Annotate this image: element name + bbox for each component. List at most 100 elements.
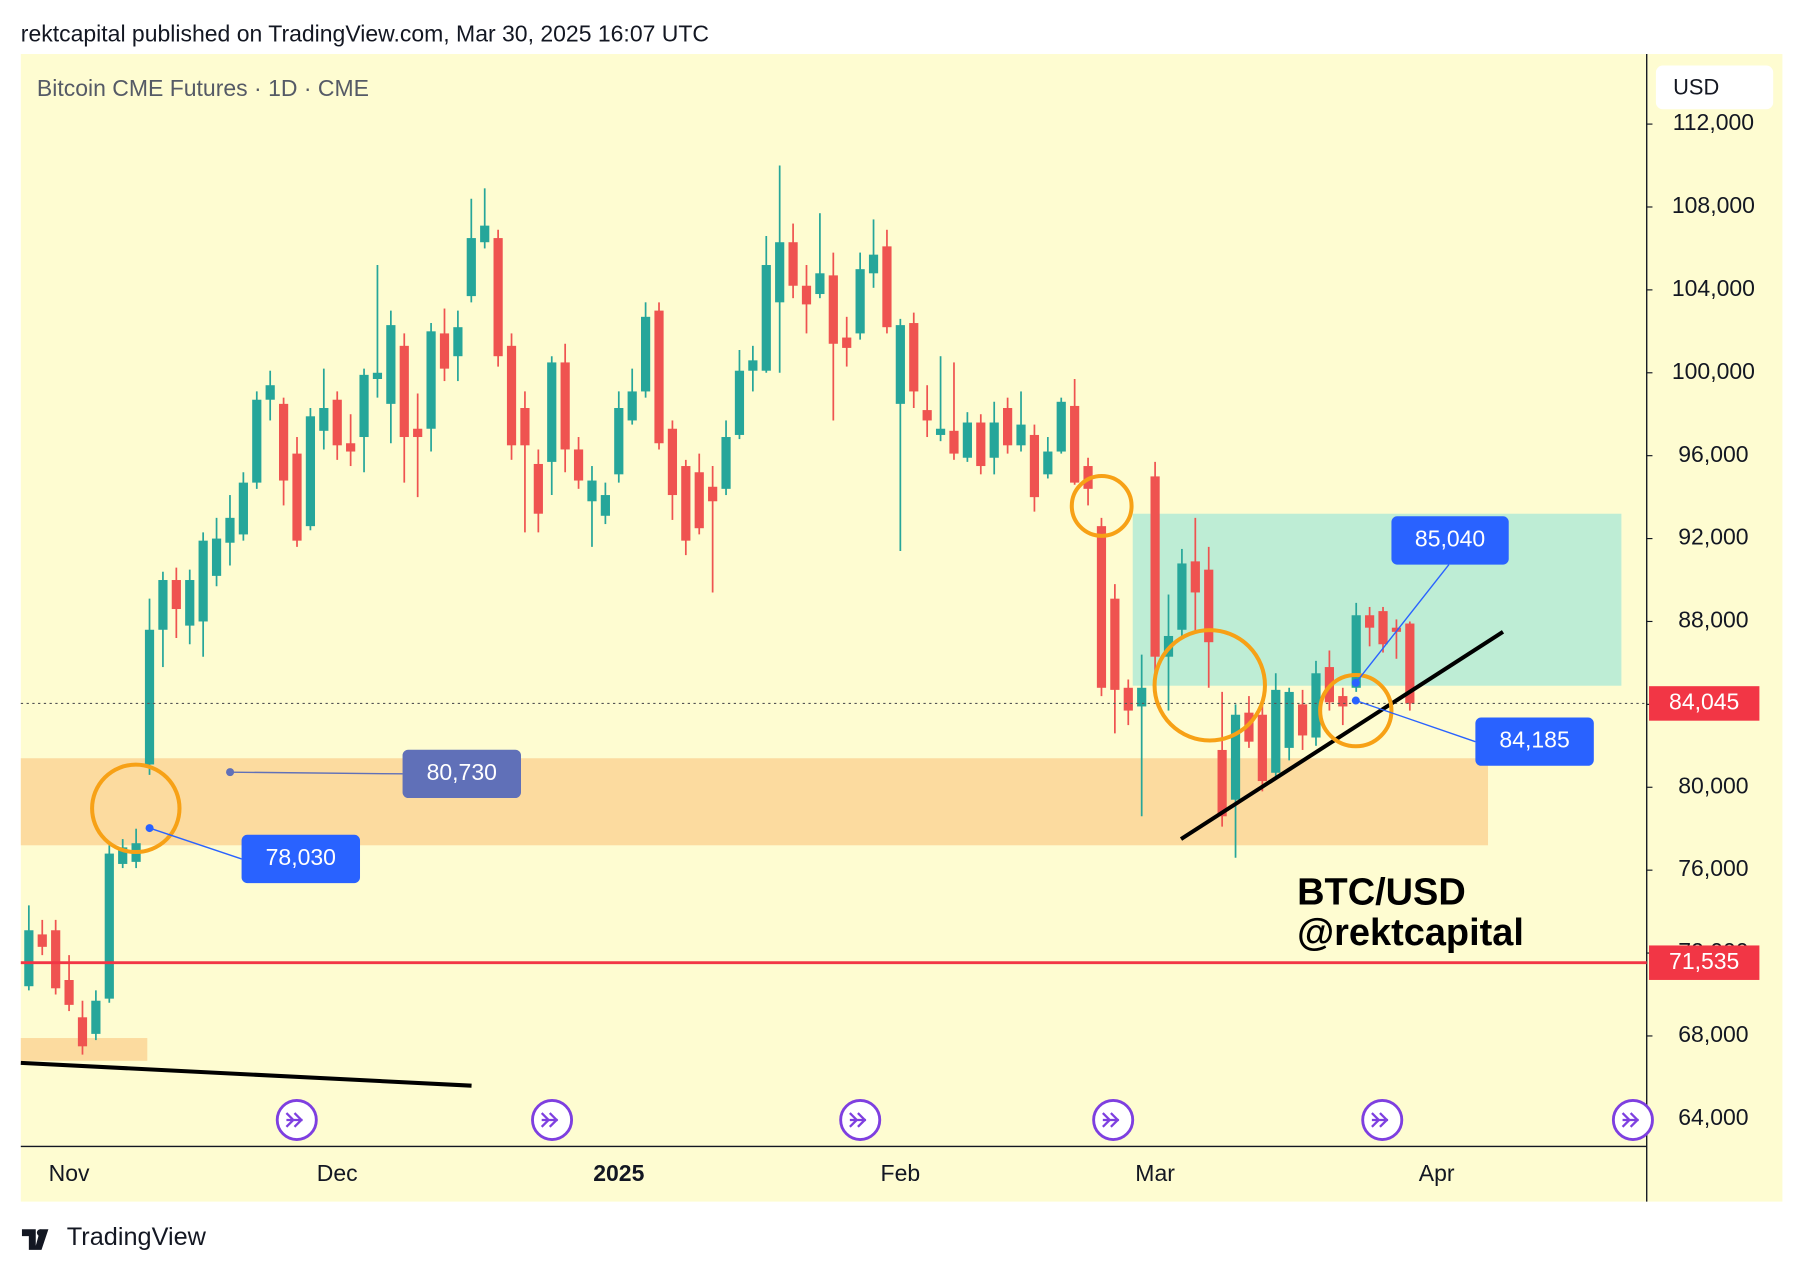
event-icon[interactable] (275, 1098, 318, 1141)
candle-body (734, 370, 745, 435)
candle-body (64, 979, 74, 1005)
candle-body (1257, 714, 1267, 782)
event-icon[interactable] (839, 1098, 882, 1141)
event-icon[interactable] (1361, 1098, 1404, 1141)
y-tick-label: 100,000 (1672, 358, 1755, 384)
candle-body (533, 463, 543, 514)
candle-body (1137, 687, 1147, 707)
callout-box (1475, 717, 1594, 766)
x-tick-label: Apr (1419, 1160, 1455, 1186)
candle-body (667, 428, 678, 496)
y-tick-label: 80,000 (1678, 772, 1748, 798)
candle-body (1016, 424, 1026, 446)
y-tick-label: 68,000 (1678, 1021, 1748, 1047)
candle-body (935, 428, 946, 435)
candle-body (1150, 476, 1160, 657)
price-tag (1649, 945, 1760, 980)
y-tick-label: 92,000 (1678, 524, 1748, 550)
candle-body (399, 345, 409, 438)
price-tag (1649, 686, 1760, 721)
candle-body (278, 403, 289, 481)
candle-body (1311, 673, 1321, 738)
candle-body (118, 847, 128, 864)
candle-body (238, 482, 248, 535)
x-tick-label: Feb (881, 1160, 921, 1186)
candle-body (1190, 561, 1200, 593)
candle-body (1177, 563, 1187, 630)
candle-body (426, 331, 436, 429)
candle-body (144, 629, 155, 765)
candle-body (1365, 615, 1375, 628)
callout-leader (149, 827, 242, 860)
candles (24, 165, 1415, 1055)
y-tick-label: 112,000 (1673, 109, 1754, 135)
candle-body (24, 930, 34, 987)
event-icon[interactable] (1611, 1098, 1654, 1141)
candle-body (1070, 405, 1080, 483)
candle-body (252, 399, 262, 483)
candle-body (1284, 691, 1294, 748)
zone (1132, 513, 1622, 686)
candle-body (1391, 627, 1402, 632)
callout-point (226, 768, 235, 777)
candle-body (453, 327, 463, 357)
axes: 64,00068,00072,00076,00080,00084,00088,0… (20, 54, 1755, 1202)
candle-body (1378, 611, 1388, 645)
candle-body (520, 408, 530, 446)
overlay: 84,045 71,535 85,040 84,185 80,730 78,030 (20, 474, 1760, 1141)
candle-body (547, 362, 557, 462)
candle-body (1297, 704, 1308, 736)
candle-body (1230, 714, 1241, 800)
y-tick-label: 76,000 (1678, 855, 1748, 881)
x-tick-label: 2025 (593, 1160, 644, 1186)
candle-body (1217, 749, 1227, 817)
candle-body (587, 480, 597, 502)
y-tick-label: 104,000 (1672, 275, 1755, 301)
event-icon-glyph (1621, 1112, 1640, 1128)
candle-body (332, 399, 342, 446)
candle-body (211, 538, 222, 576)
callout-label: 80,730 (427, 759, 497, 785)
callout-leader (230, 771, 403, 775)
highlight-circle (1069, 474, 1134, 538)
zone (20, 1038, 148, 1061)
candle-body (265, 385, 275, 400)
trendline (1179, 630, 1505, 841)
candle-body (1123, 687, 1133, 711)
candle-body (319, 408, 329, 431)
candle-body (506, 345, 517, 446)
callout-leader (1355, 699, 1476, 743)
candle-body (480, 225, 490, 243)
candle-body (359, 374, 369, 438)
candle-body (922, 410, 932, 421)
candle-body (681, 466, 691, 541)
candle-body (989, 422, 999, 458)
zone (20, 758, 1489, 846)
callout-point (1351, 678, 1360, 687)
candle-body (91, 1000, 101, 1034)
candle-body (909, 323, 919, 392)
candle-body (225, 517, 235, 543)
candle-body (721, 437, 731, 489)
candle-body (627, 391, 637, 421)
event-icon-glyph (540, 1112, 559, 1128)
currency-box[interactable] (1655, 65, 1774, 110)
candle-body (292, 453, 302, 541)
candle-body (560, 362, 570, 450)
candle-body (694, 472, 704, 529)
candle-body (37, 934, 47, 947)
event-icon[interactable] (531, 1098, 574, 1141)
currency: USD (1673, 74, 1719, 99)
candle-body (761, 265, 771, 371)
annotation: @rektcapital (1297, 912, 1524, 954)
candle-body (614, 408, 624, 475)
candle-body (855, 269, 865, 334)
event-icon[interactable] (1092, 1098, 1135, 1141)
x-tick-label: Mar (1135, 1160, 1175, 1186)
candle-body (372, 372, 383, 379)
candle-body (1204, 569, 1214, 643)
candle-body (949, 430, 959, 454)
candle-body (171, 580, 181, 610)
